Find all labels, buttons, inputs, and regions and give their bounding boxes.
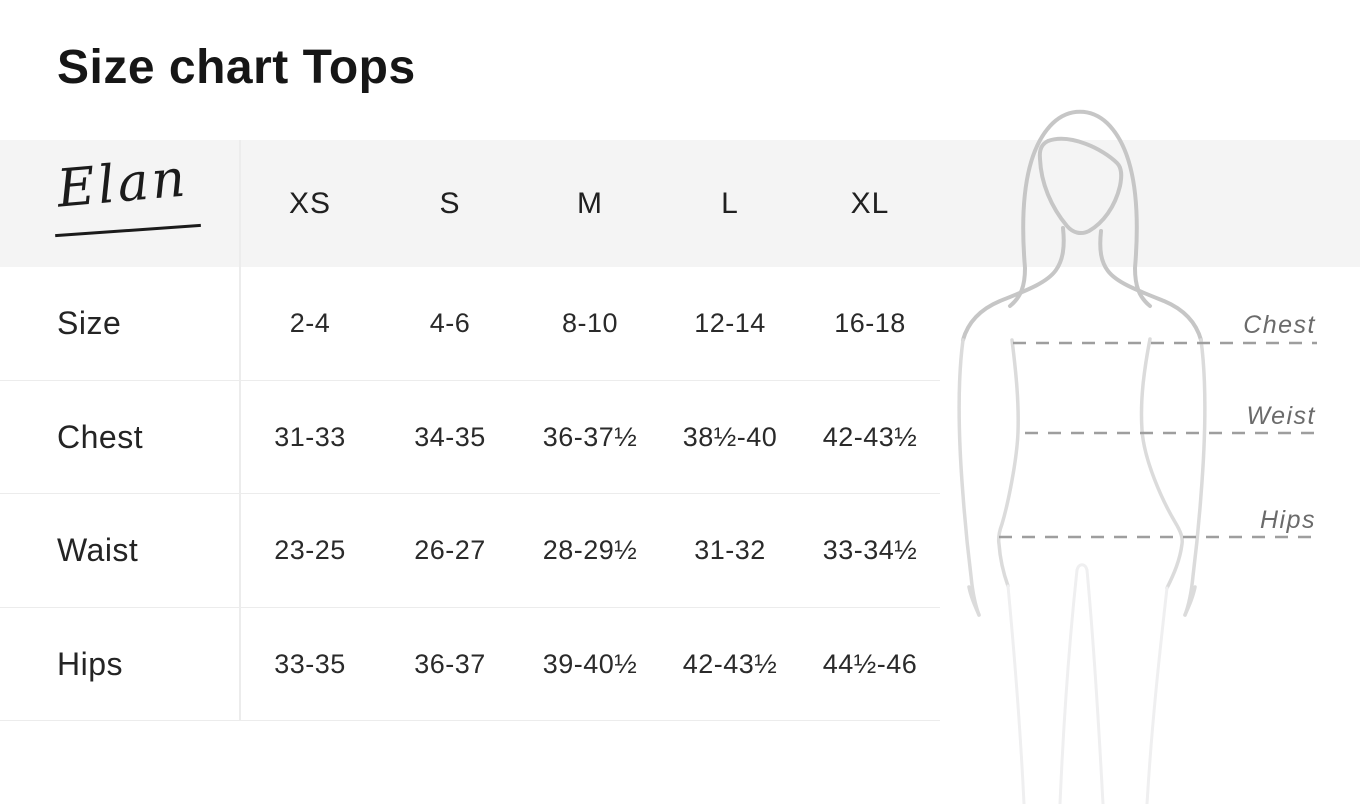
size-value-cell: 44½-46	[822, 648, 918, 679]
size-value-cell: 8-10	[561, 308, 619, 338]
brand-logo-underline	[55, 223, 201, 237]
size-value-cell: 36-37½	[542, 421, 638, 452]
measurement-row-label: Chest	[57, 418, 144, 455]
size-value-cell: 42-43½	[682, 648, 778, 679]
size-column-header-m: M	[577, 186, 603, 220]
chest-label: Chest	[1243, 311, 1316, 339]
measurement-row-label: Hips	[57, 645, 124, 682]
size-value-cell: 31-32	[694, 535, 766, 565]
table-row-waist: Waist 23-25 26-27 28-29½ 31-32 33-34½	[0, 494, 940, 608]
size-value-cell: 33-35	[274, 648, 346, 679]
figure-head-outline	[961, 109, 1203, 342]
figure-legs-outline	[1006, 563, 1169, 804]
table-row-chest: Chest 31-33 34-35 36-37½ 38½-40 42-43½	[0, 381, 940, 494]
size-value-cell: 23-25	[274, 535, 346, 565]
size-column-header-xs: XS	[288, 186, 332, 220]
size-value-cell: 26-27	[414, 535, 486, 565]
size-value-cell: 38½-40	[682, 421, 778, 452]
body-figure-illustration	[957, 109, 1317, 804]
hips-label: Hips	[1259, 506, 1316, 534]
size-header-row: Elan XS S M L XL	[0, 140, 940, 267]
size-value-cell: 34-35	[414, 421, 486, 452]
table-header-band	[0, 140, 1360, 267]
table-row-size: Size 2-4 4-6 8-10 12-14 16-18	[0, 267, 940, 381]
measurement-row-label: Size	[57, 305, 122, 341]
measurement-row-label: Waist	[57, 532, 139, 568]
size-value-cell: 33-34½	[822, 535, 918, 565]
table-row-hips: Hips 33-35 36-37 39-40½ 42-43½ 44½-46	[0, 608, 940, 721]
size-column-header-l: L	[721, 186, 739, 220]
size-value-cell: 39-40½	[542, 648, 638, 679]
size-value-cell: 31-33	[274, 421, 346, 452]
size-column-header-s: S	[439, 186, 461, 220]
size-value-cell: 16-18	[834, 308, 906, 338]
size-table: Elan XS S M L XL Size 2-4 4-6 8-10 12-14…	[0, 140, 940, 721]
brand-logo-cell: Elan	[0, 140, 240, 267]
size-value-cell: 42-43½	[822, 421, 918, 452]
size-value-cell: 36-37	[414, 648, 486, 679]
size-value-cell: 4-6	[429, 308, 471, 338]
size-column-header-xl: XL	[850, 186, 890, 220]
size-value-cell: 2-4	[289, 308, 331, 338]
page-title: Size chart Tops	[57, 41, 416, 94]
brand-logo: Elan	[54, 148, 191, 220]
size-value-cell: 12-14	[694, 308, 766, 338]
waist-label: Weist	[1246, 402, 1316, 430]
table-column-divider	[239, 140, 241, 721]
size-value-cell: 28-29½	[542, 535, 638, 565]
figure-torso-outline	[957, 337, 1207, 617]
